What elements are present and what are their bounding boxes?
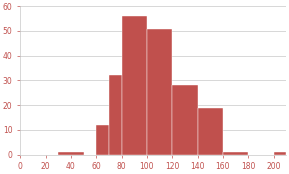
Bar [121,16,147,155]
Bar [58,152,84,155]
Bar [198,108,223,155]
Bar [96,125,109,155]
Bar [274,152,286,155]
Bar [223,152,248,155]
Bar [172,85,198,155]
Bar [147,29,172,155]
Bar [109,76,121,155]
